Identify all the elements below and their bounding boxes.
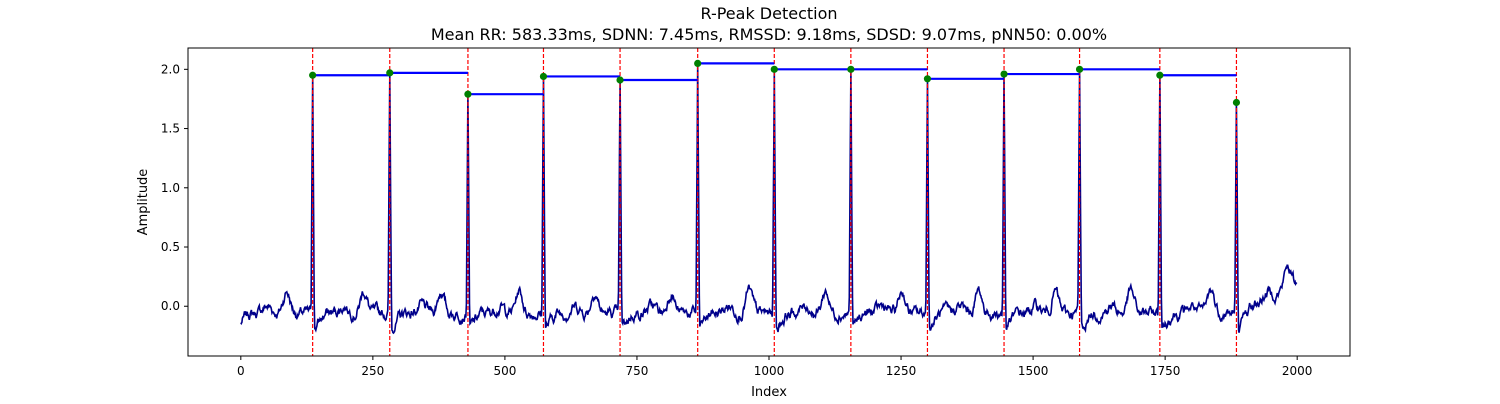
x-tick-label: 1250 [886, 364, 917, 378]
r-peak-point-12 [1156, 71, 1164, 79]
y-tick-label: 1.0 [161, 181, 180, 195]
r-peak-point-11 [1075, 65, 1084, 73]
r-peak-point-5 [616, 76, 624, 84]
chart-subtitle: Mean RR: 583.33ms, SDNN: 7.45ms, RMSSD: … [431, 25, 1107, 44]
r-peak-point-9 [923, 75, 932, 83]
y-tick-label: 0.0 [161, 299, 180, 313]
y-axis: 0.0 0.5 1.0 1.5 2.0 [161, 62, 188, 313]
r-peak-point-3 [464, 90, 472, 98]
r-peak-point-2 [386, 69, 394, 77]
x-tick-label: 1750 [1150, 364, 1181, 378]
x-axis-label: Index [751, 385, 787, 400]
r-peak-point-1 [309, 71, 317, 79]
r-peak-point-4 [539, 72, 548, 81]
r-peak-point-7 [770, 65, 778, 73]
plot-area [240, 48, 1298, 356]
x-tick-label: 1500 [1018, 364, 1049, 378]
y-tick-label: 1.5 [161, 122, 180, 136]
x-axis: 0 250 500 750 1000 1250 1500 1750 2000 [237, 356, 1312, 378]
ecg-signal-line [240, 63, 1298, 335]
r-peak-point-10 [1000, 70, 1008, 78]
r-peak-point-8 [847, 65, 855, 73]
y-axis-label: Amplitude [136, 169, 151, 236]
r-peak-point-6 [694, 59, 702, 67]
x-tick-label: 500 [493, 364, 516, 378]
y-tick-label: 0.5 [161, 240, 180, 254]
y-tick-label: 2.0 [161, 62, 180, 76]
x-tick-label: 2000 [1282, 364, 1313, 378]
chart-title: R-Peak Detection [700, 4, 837, 23]
x-tick-label: 0 [237, 364, 245, 378]
r-peak-point-13 [1232, 98, 1241, 107]
x-tick-label: 1000 [754, 364, 785, 378]
x-tick-label: 250 [361, 364, 384, 378]
x-tick-label: 750 [626, 364, 649, 378]
